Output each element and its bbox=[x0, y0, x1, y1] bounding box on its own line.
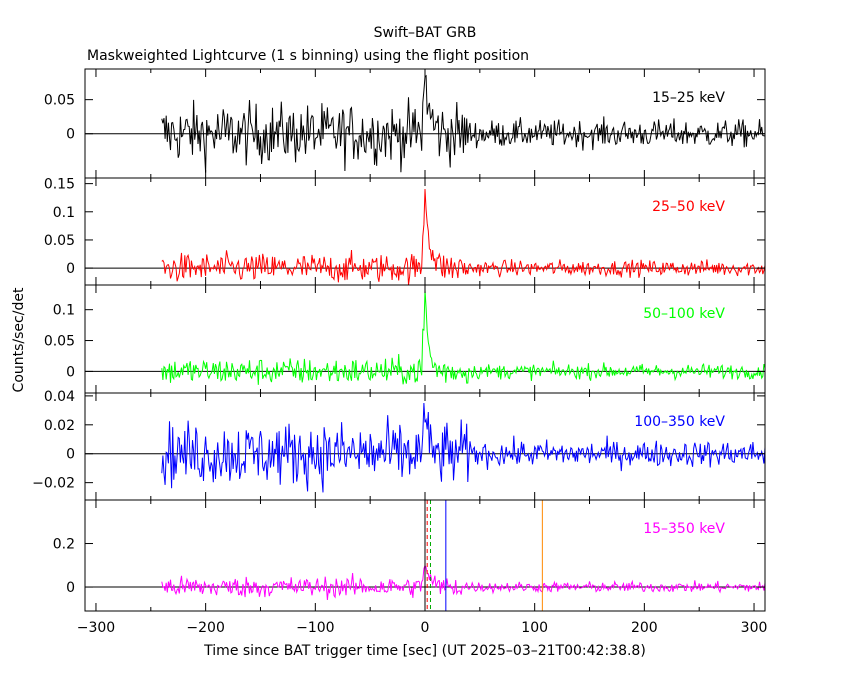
band-label: 100–350 keV bbox=[634, 414, 725, 430]
x-tick-label: −200 bbox=[186, 620, 224, 636]
lightcurve-series bbox=[161, 290, 765, 385]
y-tick-label: 0.1 bbox=[53, 303, 75, 319]
y-tick-label: 0 bbox=[66, 580, 75, 596]
x-tick-label: −100 bbox=[296, 620, 334, 636]
panel-1: 0 0.05 15–25 keV bbox=[44, 68, 766, 179]
y-tick-label: −0.02 bbox=[32, 476, 75, 492]
panel-2: 0 0.05 0.1 0.15 25–50 keV bbox=[44, 177, 766, 286]
lightcurve-series bbox=[161, 188, 765, 285]
y-tick-label: 0 bbox=[66, 364, 75, 380]
panel-4: −0.02 0 0.02 0.04 100–350 keV bbox=[32, 389, 766, 501]
band-label: 15–350 keV bbox=[643, 521, 725, 537]
y-tick-label: 0.05 bbox=[44, 93, 75, 109]
x-axis-label: Time since BAT trigger time [sec] (UT 20… bbox=[203, 643, 646, 659]
y-tick-label: 0 bbox=[66, 127, 75, 143]
y-axis-label: Counts/sec/det bbox=[11, 287, 27, 392]
x-tick-label: 0 bbox=[421, 620, 430, 636]
y-tick-label: 0.15 bbox=[44, 177, 75, 193]
chart-subtitle: Maskweighted Lightcurve (1 s binning) us… bbox=[87, 48, 529, 64]
x-tick-label: 200 bbox=[631, 620, 658, 636]
y-tick-label: 0.02 bbox=[44, 418, 75, 434]
band-label: 50–100 keV bbox=[643, 306, 725, 322]
x-tick-label: −300 bbox=[77, 620, 115, 636]
y-tick-label: 0.04 bbox=[44, 389, 75, 405]
y-tick-label: 0.1 bbox=[53, 205, 75, 221]
panel-5: 0 0.2 15–350 keV bbox=[53, 499, 766, 612]
panel-frame bbox=[84, 68, 766, 179]
x-tick-label: 300 bbox=[741, 620, 768, 636]
lightcurve-series bbox=[161, 564, 765, 601]
lightcurve-series bbox=[161, 402, 765, 493]
y-tick-label: 0.2 bbox=[53, 537, 75, 553]
panel-3: 0 0.05 0.1 50–100 keV bbox=[44, 284, 766, 394]
x-tick-label: 100 bbox=[521, 620, 548, 636]
y-tick-label: 0.05 bbox=[44, 334, 75, 350]
y-tick-label: 0 bbox=[66, 447, 75, 463]
band-label: 25–50 keV bbox=[652, 199, 725, 215]
x-ticks: −300 −200 −100 0 100 200 300 bbox=[77, 620, 768, 636]
chart-title: Swift–BAT GRB bbox=[374, 25, 477, 41]
panels: 0 0.05 15–25 keV 0 0.05 0.1 0.15 25–50 keV 0 0.05… bbox=[32, 68, 766, 612]
lightcurve-series bbox=[161, 74, 765, 173]
band-label: 15–25 keV bbox=[652, 90, 725, 106]
y-tick-label: 0.05 bbox=[44, 233, 75, 249]
y-tick-label: 0 bbox=[66, 261, 75, 277]
